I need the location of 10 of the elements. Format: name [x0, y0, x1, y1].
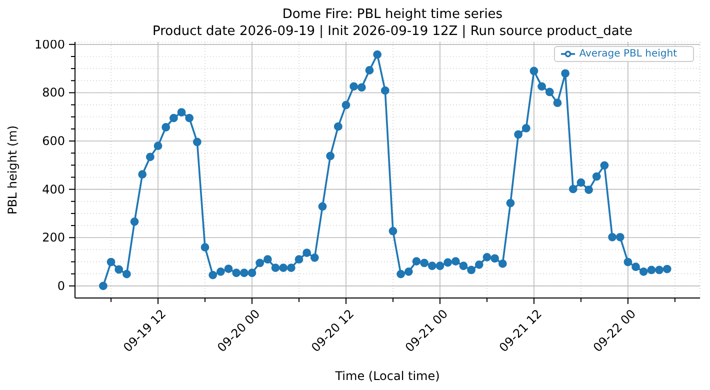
- y-tick-label: 0: [57, 278, 65, 293]
- y-tick-label: 400: [42, 182, 65, 196]
- legend-label: Average PBL height: [579, 48, 677, 60]
- chart-subtitle: Product date 2026-09-19 | Init 2026-09-19 12Z | Run source product_date: [152, 23, 634, 40]
- x-axis-title: Time (Local time): [334, 369, 440, 383]
- chart-title: Dome Fire: PBL height time series: [281, 6, 504, 23]
- y-tick-label: 600: [42, 134, 65, 148]
- y-tick-label: 200: [42, 230, 65, 245]
- y-tick-label: 800: [42, 86, 65, 100]
- y-axis-title: PBL height (m): [5, 125, 20, 215]
